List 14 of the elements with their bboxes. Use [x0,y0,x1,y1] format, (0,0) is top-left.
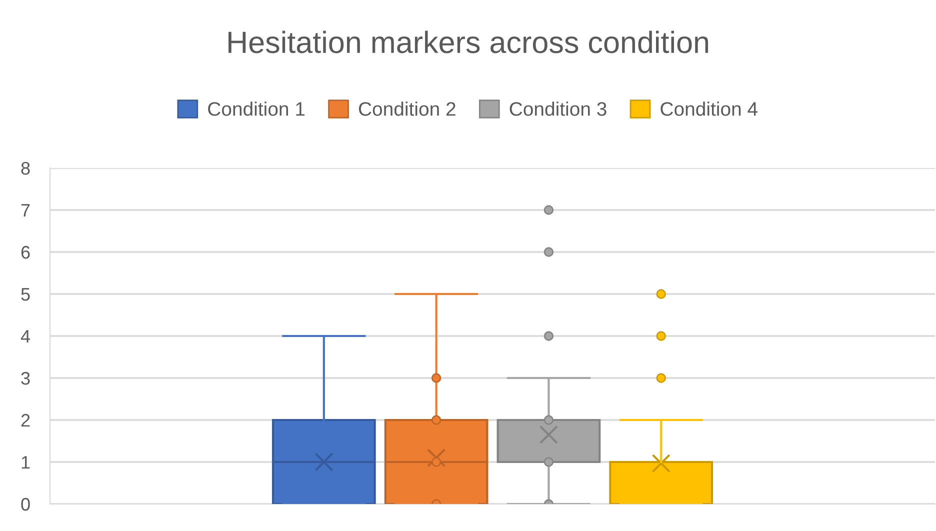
chart-title: Hesitation markers across condition [228,30,708,54]
y-tick-label: 4 [20,330,30,343]
y-tick-label: 3 [21,372,30,385]
y-tick-label: 0 [21,498,30,511]
legend-label: Condition 2 [358,102,456,116]
y-tick-label: 8 [21,162,30,175]
y-tick-label: 5 [21,288,30,301]
legend-label: Condition 1 [208,102,305,116]
legend-label: Condition 3 [510,102,606,116]
y-tick-label: 1 [22,456,30,469]
y-tick-label: 7 [21,204,30,217]
y-tick-label: 2 [21,414,30,427]
y-tick-label: 6 [21,246,30,259]
legend-label: Condition 4 [660,102,758,116]
